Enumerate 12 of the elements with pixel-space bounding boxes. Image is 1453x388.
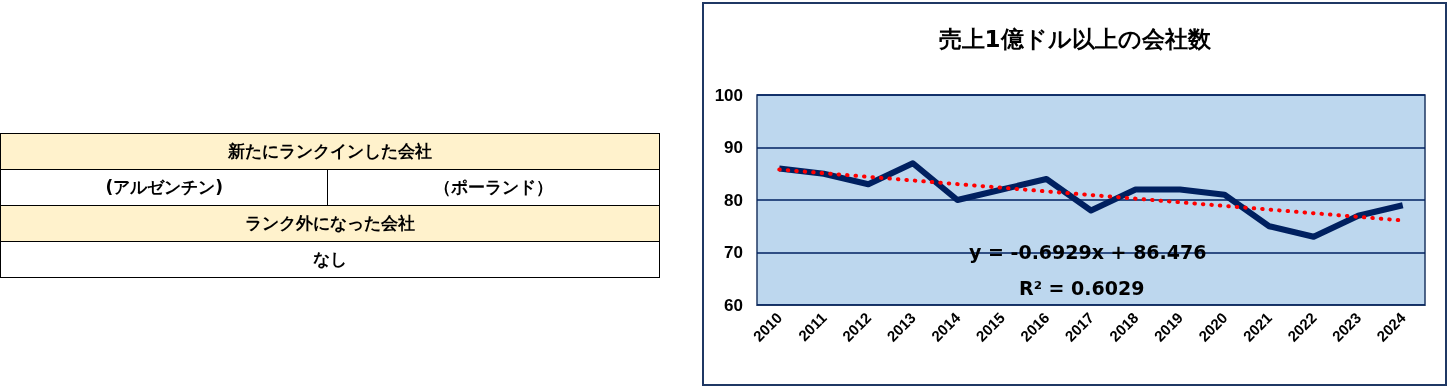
y-tick-label: 90 xyxy=(724,138,743,157)
text: 新たにランクインした会社 xyxy=(0,133,660,170)
y-tick-label: 60 xyxy=(724,295,743,315)
chart-title: 売上1億ドル以上の会社数 xyxy=(938,25,1212,52)
y-tick-label: 70 xyxy=(724,243,743,262)
text: （ポーランド） xyxy=(327,169,660,206)
y-tick-label: 80 xyxy=(724,190,743,210)
y-tick-label: 100 xyxy=(714,85,743,105)
text: なし xyxy=(0,241,660,278)
text: (アルゼンチン) xyxy=(0,169,328,206)
annotation: R² = 0.6029 xyxy=(1019,276,1145,299)
text: ランク外になった会社 xyxy=(0,205,660,242)
